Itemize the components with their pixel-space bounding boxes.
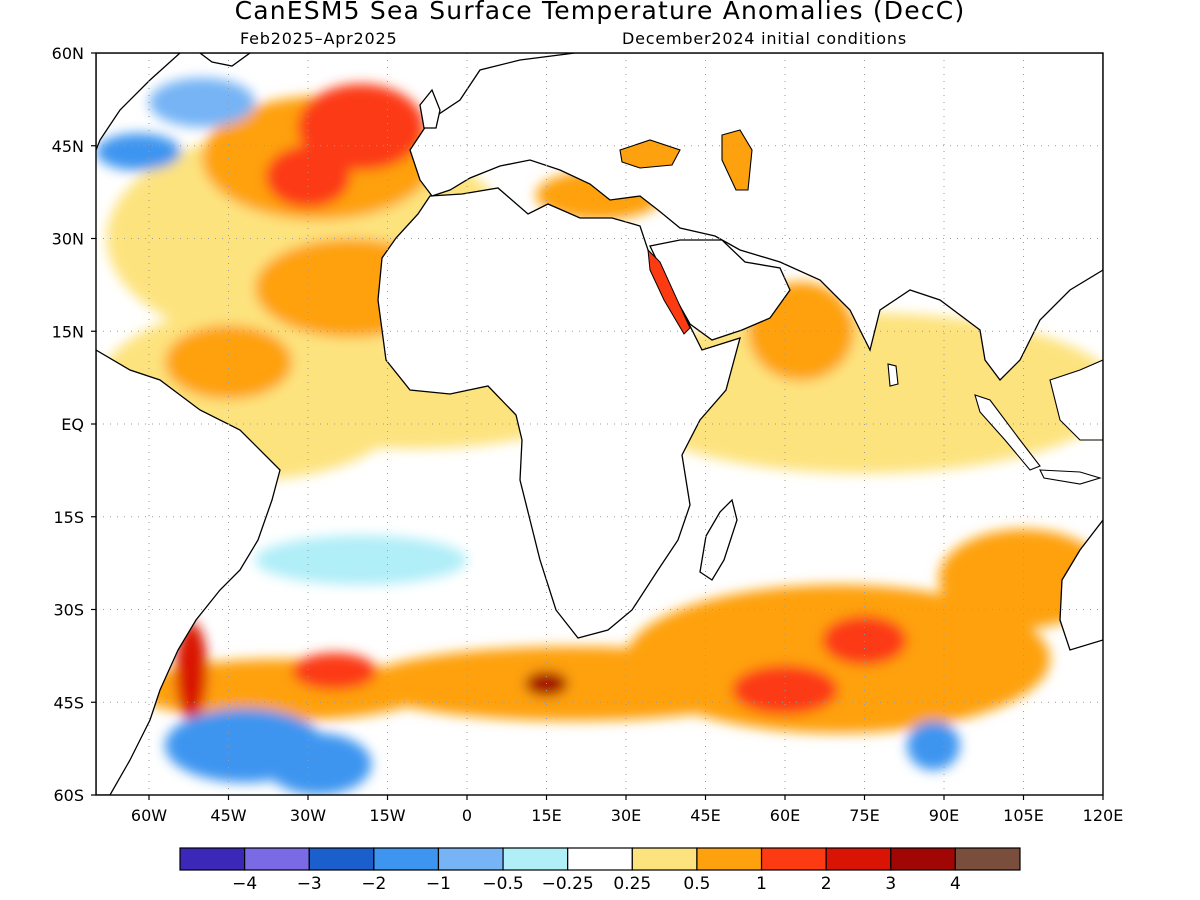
latitude-tick-label: 60S [53,786,84,805]
latitude-tick-label: 15N [52,322,84,341]
colorbar-label: 1 [756,874,767,894]
south-america-landmass [96,349,281,795]
colorbar-label: −1 [426,874,451,894]
anomaly-region [265,145,351,208]
anomaly-region [96,133,181,171]
longitude-tick-label: 120E [1083,806,1124,825]
longitude-tick-label: 90E [929,806,959,825]
colorbar-labels: −4 −3 −2 −1 −0.5 −0.25 0.25 0.5 1 2 3 4 [232,874,961,894]
anomaly-region [906,720,960,771]
anomaly-region [175,621,208,721]
latitude-tick-label: 30S [53,601,84,620]
colorbar-swatch [825,847,892,871]
latitude-tick-label: EQ [61,415,84,434]
colorbar-label: −3 [297,874,322,894]
anomaly-region [297,83,425,171]
colorbar-label: 0.25 [613,874,651,894]
arabian-peninsula [649,239,791,341]
colorbar-label: −4 [232,874,257,894]
black-sea [619,139,681,169]
anomaly-region [292,652,377,690]
anomaly-contours [96,77,1103,795]
anomaly-region [732,665,838,715]
land-masses [96,53,1103,795]
latitude-tick-label: 60N [52,44,84,63]
latitude-tick-label: 15S [53,508,84,527]
colorbar-swatch [696,847,763,871]
longitude-tick-label: 60W [131,806,167,825]
figure-title: CanESM5 Sea Surface Temperature Anomalie… [234,0,966,25]
caspian-sea [721,129,753,191]
colorbar-swatch [373,847,440,871]
longitude-tick-label: 30W [290,806,326,825]
anomaly-region [822,615,907,666]
latitude-tick-labels: 60N 45N 30N 15N EQ 15S 30S 45S 60S [52,44,96,805]
java-island [1039,469,1102,485]
red-sea [647,248,691,335]
colorbar-label: 3 [885,874,896,894]
longitude-tick-label: 15E [531,806,561,825]
colorbar-swatch [631,847,698,871]
colorbar-label: −2 [361,874,386,894]
colorbar-swatch [437,847,504,871]
colorbar-swatch [760,847,827,871]
forecast-period: Feb2025–Apr2025 [240,29,398,48]
initial-conditions: December2024 initial conditions [622,29,907,48]
colorbar-swatch [179,847,246,871]
maritime-continent [1049,359,1103,441]
british-isles [419,88,441,129]
longitude-tick-label: 105E [1003,806,1044,825]
anomaly-region [265,733,372,795]
longitude-tick-label: 30E [611,806,641,825]
colorbar [179,847,1021,871]
north-america-landmass [96,53,181,151]
anomaly-region [164,325,293,400]
anomaly-region [255,535,467,585]
colorbar-swatch [567,847,633,871]
madagascar-island [699,498,738,581]
australia-landmass [1059,518,1103,651]
africa-landmass [377,187,741,639]
colorbar-swatch [244,847,310,871]
colorbar-swatch [502,847,569,871]
colorbar-label: 2 [821,874,832,894]
longitude-tick-labels: 60W 45W 30W 15W 0 15E 30E 45E 60E 75E 90E 105E 120E [131,795,1123,825]
longitude-tick-label: 45E [690,806,720,825]
eurasia-landmass [409,53,1103,381]
colorbar-swatch [890,847,956,871]
longitude-tick-label: 15W [369,806,405,825]
sri-lanka-island [887,363,899,387]
colorbar-label: −0.5 [482,874,523,894]
latitude-tick-label: 45N [52,137,84,156]
longitude-tick-label: 75E [849,806,879,825]
anomaly-region [255,374,573,449]
longitude-tick-label: 45W [210,806,246,825]
longitude-tick-label: 60E [770,806,800,825]
sumatra-island [974,394,1041,471]
latitude-tick-label: 30N [52,230,84,249]
colorbar-label: 4 [950,874,961,894]
greenland-tip [198,53,252,67]
anomaly-region [149,77,255,128]
latitude-tick-label: 45S [53,693,84,712]
colorbar-swatch [954,847,1021,871]
colorbar-label: 0.5 [683,874,710,894]
colorbar-swatch [308,847,375,871]
anomaly-field [96,53,1103,795]
longitude-tick-label: 0 [462,806,472,825]
colorbar-label: −0.25 [542,874,594,894]
